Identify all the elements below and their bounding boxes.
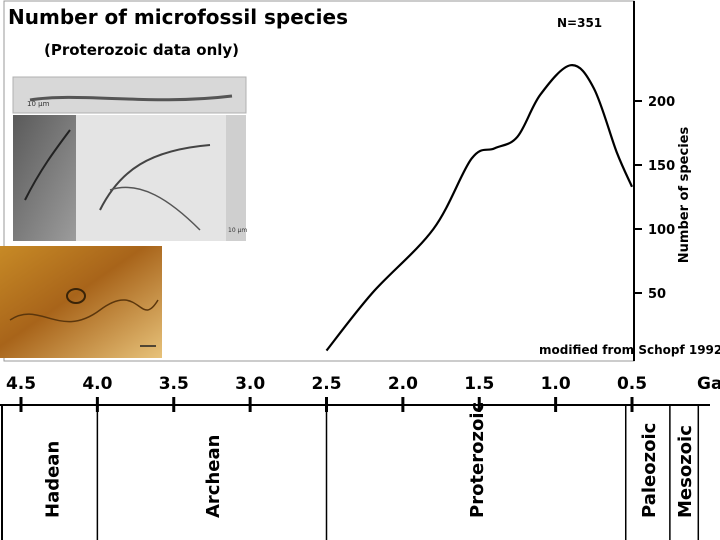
series-line-microfossil-species bbox=[325, 64, 634, 352]
x-tick-label: 2.5 bbox=[311, 374, 341, 394]
chart-title: Number of microfossil species bbox=[8, 5, 348, 29]
y-tick-label: 200 bbox=[648, 95, 675, 110]
y-tick-label: 100 bbox=[648, 223, 675, 238]
eon-label-paleozoic: Paleozoic bbox=[639, 423, 660, 518]
eon-label-hadean: Hadean bbox=[43, 441, 64, 518]
microfossil-photo-collage: 10 μm 10 μm bbox=[0, 76, 247, 358]
photo-filaments-middle bbox=[76, 115, 226, 241]
x-tick-label: 1.0 bbox=[541, 374, 571, 394]
y-tick-label: 50 bbox=[648, 287, 666, 302]
eon-label-archean: Archean bbox=[203, 435, 224, 518]
eon-label-mesozoic: Mesozoic bbox=[675, 425, 696, 518]
photo-filament-top bbox=[12, 76, 247, 114]
x-tick-label: 3.0 bbox=[235, 374, 265, 394]
x-axis-unit: Ga bbox=[697, 374, 720, 394]
x-tick-label: 4.0 bbox=[82, 374, 112, 394]
y-axis-label: Number of species bbox=[677, 127, 692, 264]
chart-subtitle: (Proterozoic data only) bbox=[44, 41, 239, 59]
n-annotation: N=351 bbox=[557, 16, 602, 30]
x-tick-label: 1.5 bbox=[464, 374, 494, 394]
eon-band: Hadean Archean Proterozoic Paleozoic Mesozoi… bbox=[1, 402, 700, 540]
photo-right-strip bbox=[226, 115, 246, 241]
x-tick-label: 0.5 bbox=[617, 374, 647, 394]
x-axis: 4.5 4.0 3.5 3.0 2.5 2.0 1.5 1.0 0.5 bbox=[6, 374, 647, 412]
x-tick-label: 2.0 bbox=[388, 374, 418, 394]
x-tick-label: 4.5 bbox=[6, 374, 36, 394]
y-axis: 50 100 150 200 bbox=[634, 95, 675, 302]
source-note: modified from Schopf 1992 bbox=[539, 343, 720, 357]
eon-label-proterozoic: Proterozoic bbox=[467, 402, 488, 518]
photo-scale-label-right: 10 μm bbox=[228, 227, 247, 234]
y-tick-label: 150 bbox=[648, 159, 675, 174]
x-tick-label: 3.5 bbox=[159, 374, 189, 394]
photo-scale-label-top: 10 μm bbox=[27, 100, 50, 108]
